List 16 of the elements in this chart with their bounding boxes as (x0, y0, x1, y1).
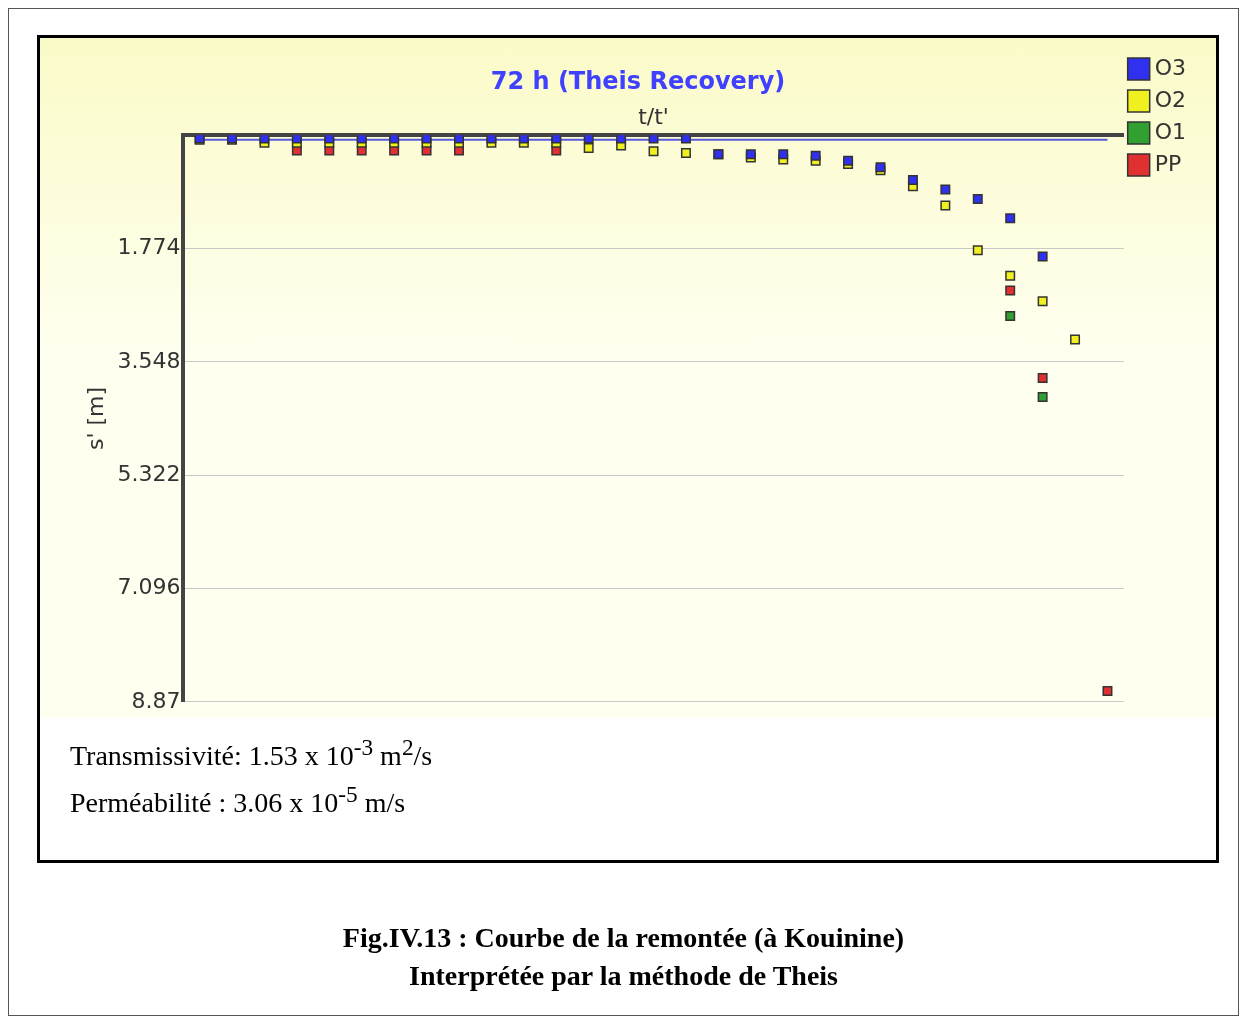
legend-label: O2 (1154, 86, 1187, 112)
x-axis-title: t/t' (638, 103, 669, 129)
y-tick-label: 3.548 (117, 347, 181, 373)
text: Fig.IV.13 : Courbe de la remontée (à Kouinine) (341, 921, 906, 955)
legend-label: PP (1154, 150, 1182, 176)
legend-label: O1 (1154, 118, 1187, 144)
y-tick-label: 1.774 (117, 234, 181, 260)
y-tick-label: 5.322 (117, 460, 181, 486)
y-axis-title: s' [m] (82, 386, 108, 451)
text: Interprétée par la méthode de Theis (408, 959, 839, 993)
y-tick-label: 8.87 (131, 687, 181, 713)
y-tick-label: 7.096 (117, 574, 181, 600)
legend-label: O3 (1154, 54, 1187, 80)
text: Transmissivité: 1.53 x 10$^{-3}$ m$^{2}$/s (70, 733, 434, 774)
chart-title: 72 h (Theis Recovery) (490, 66, 786, 95)
text: Perméabilité : 3.06 x 10$^{-5}$ m/s (70, 780, 407, 821)
